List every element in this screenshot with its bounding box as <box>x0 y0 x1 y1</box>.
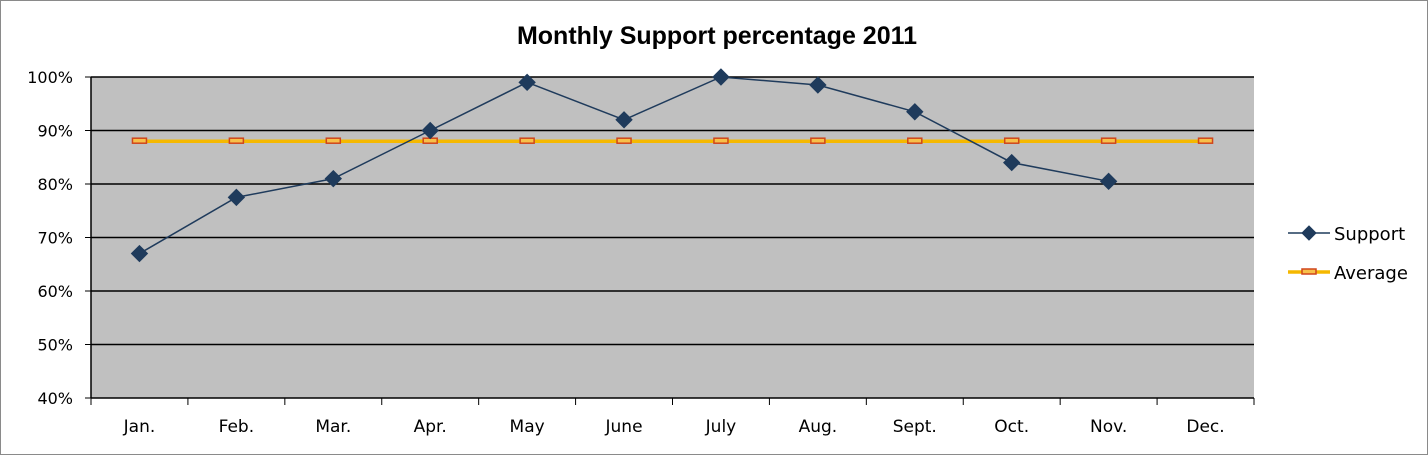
legend-label-support: Support <box>1334 224 1405 245</box>
x-tick-label: Oct. <box>994 417 1029 437</box>
data-point-average <box>1003 137 1020 144</box>
data-point-average <box>907 137 923 144</box>
y-tick-label: 50% <box>37 336 73 355</box>
x-tick-label: Nov. <box>1090 417 1127 437</box>
y-tick-label: 60% <box>37 282 73 301</box>
plot-area: 40% 50% 60% 70% 80% 90% 100% Jan. Feb. Mar. Apr. Ma… <box>27 68 1255 437</box>
data-point-average <box>713 137 729 144</box>
data-point-support <box>615 111 633 129</box>
y-tick-label: 80% <box>37 175 73 194</box>
data-point-support <box>324 169 342 188</box>
legend-label-average: Average <box>1334 263 1408 284</box>
data-point-average <box>325 137 342 144</box>
data-point-average <box>1197 137 1214 144</box>
x-tick-label: July <box>705 417 737 437</box>
data-point-support <box>809 76 827 94</box>
x-tick-label: Dec. <box>1186 417 1224 437</box>
x-tick-label: Aug. <box>799 417 838 437</box>
x-tick-label: Mar. <box>315 417 351 437</box>
data-point-average <box>1100 137 1117 144</box>
x-tick-label: Jan. <box>123 417 156 437</box>
x-tick-label: May <box>510 417 545 437</box>
x-tick-label: Sept. <box>893 417 937 437</box>
legend: Support Average <box>1288 224 1408 284</box>
data-point-average <box>519 137 535 144</box>
data-point-support <box>1099 172 1118 191</box>
data-point-support <box>227 188 246 207</box>
y-tick-label: 90% <box>37 122 73 141</box>
x-tick-label: Apr. <box>414 417 447 437</box>
data-point-average <box>810 137 826 144</box>
data-point-support <box>518 73 536 92</box>
y-tick-label: 70% <box>37 229 73 248</box>
data-point-support <box>1003 153 1021 172</box>
data-point-support <box>906 103 924 121</box>
chart-title: Monthly Support percentage 2011 <box>517 22 917 50</box>
y-tick-label: 100% <box>27 68 73 87</box>
data-point-support <box>130 244 149 263</box>
data-point-average <box>616 137 632 144</box>
data-point-support <box>421 121 439 140</box>
x-tick-label: Feb. <box>219 417 255 437</box>
data-point-average <box>131 137 148 144</box>
x-tick-label: June <box>605 417 643 437</box>
legend-marker-support <box>1301 225 1317 241</box>
legend-marker-average <box>1301 268 1317 275</box>
data-point-support <box>712 68 730 86</box>
y-tick-label: 40% <box>37 389 73 408</box>
data-point-average <box>228 137 245 144</box>
